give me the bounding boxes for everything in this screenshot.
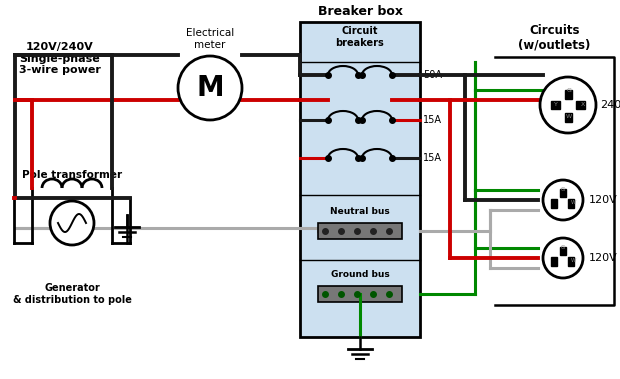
Bar [318,223,402,239]
Text: W: W [571,199,577,205]
Bar [564,90,572,99]
Bar [568,199,574,208]
Text: M: M [196,74,224,102]
Bar [564,113,572,122]
Bar [551,101,560,109]
Bar [560,189,566,197]
Text: Circuit
breakers: Circuit breakers [335,26,384,48]
Text: Ground bus: Ground bus [330,270,389,279]
Text: Y: Y [554,102,558,108]
Bar [560,247,566,255]
Text: 120V: 120V [589,195,618,205]
Text: G: G [567,88,572,93]
Text: Circuits
(w/outlets): Circuits (w/outlets) [518,24,591,52]
Circle shape [540,77,596,133]
Circle shape [543,180,583,220]
Bar [576,101,585,109]
Text: Pole transformer: Pole transformer [22,170,122,180]
Circle shape [50,201,94,245]
Text: 50A: 50A [423,70,442,80]
Text: 15A: 15A [423,115,442,125]
Text: Breaker box: Breaker box [317,5,402,18]
Text: 120V: 120V [589,253,618,263]
Circle shape [543,238,583,278]
Bar [551,257,557,266]
Text: G: G [561,245,565,250]
Text: 240V: 240V [600,100,620,110]
Bar [318,286,402,302]
Text: G: G [561,187,565,192]
Bar [551,199,557,208]
Text: Neutral bus: Neutral bus [330,207,390,216]
Bar [568,257,574,266]
Text: 15A: 15A [423,153,442,163]
Text: X: X [580,102,585,108]
Text: W: W [566,114,572,119]
Text: Generator
& distribution to pole: Generator & distribution to pole [12,283,131,305]
Bar [300,22,420,337]
Text: Electrical
meter: Electrical meter [186,28,234,50]
Text: 120V/240V
Single-phase
3-wire power: 120V/240V Single-phase 3-wire power [19,42,101,75]
Circle shape [178,56,242,120]
Text: W: W [571,257,577,263]
